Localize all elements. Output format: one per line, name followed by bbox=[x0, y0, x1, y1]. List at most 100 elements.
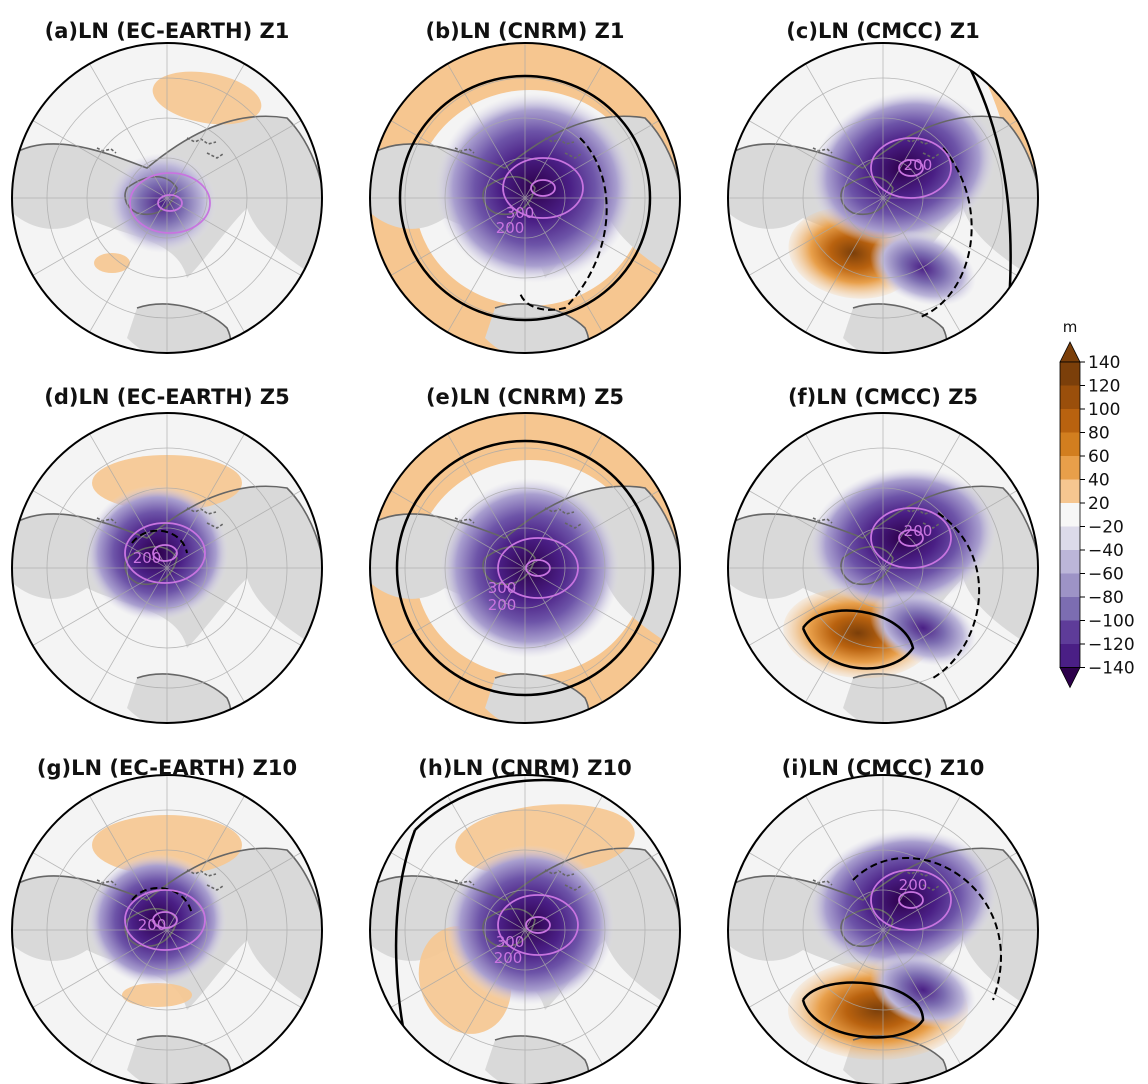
colorbar-tick-label: 80 bbox=[1088, 424, 1110, 444]
negative-anomaly bbox=[85, 485, 229, 621]
map-border bbox=[727, 412, 1039, 724]
panel-title: (h)LN (CNRM) Z10 bbox=[418, 756, 631, 780]
contour-line bbox=[870, 137, 952, 199]
colorbar-segment bbox=[1060, 597, 1080, 621]
coastline bbox=[852, 1035, 948, 1084]
coastline bbox=[728, 115, 1038, 279]
negative-contour bbox=[917, 147, 973, 319]
contour-line bbox=[124, 889, 206, 951]
meridian bbox=[32, 120, 302, 276]
map-panel-a bbox=[11, 42, 323, 354]
coastline bbox=[494, 1035, 590, 1084]
coastline bbox=[852, 303, 948, 353]
colorbar-tick-label: 40 bbox=[1088, 471, 1110, 491]
contour-line bbox=[530, 179, 556, 197]
colorbar-segment bbox=[1060, 503, 1080, 527]
map-panel-i: 200 bbox=[727, 774, 1039, 1084]
graticule bbox=[12, 775, 322, 1084]
colorbar-tick-label: −80 bbox=[1088, 588, 1124, 608]
positive-contour bbox=[398, 74, 652, 322]
colorbar-segment bbox=[1060, 362, 1080, 386]
colorbar-tick-label: −40 bbox=[1088, 541, 1124, 561]
contour-label: 200 bbox=[133, 549, 162, 567]
graticule bbox=[12, 413, 322, 723]
coastline bbox=[124, 545, 178, 585]
contour-line bbox=[129, 172, 211, 234]
negative-contour bbox=[852, 857, 1002, 1001]
positive-contour bbox=[801, 609, 915, 670]
panel-title: (f)LN (CMCC) Z5 bbox=[788, 385, 978, 409]
coastline bbox=[482, 545, 536, 585]
coastline bbox=[12, 485, 322, 649]
graticule bbox=[728, 775, 1038, 1084]
panel-title: (g)LN (EC-EARTH) Z10 bbox=[37, 756, 297, 780]
contour-line bbox=[870, 507, 952, 569]
panel-title: (d)LN (EC-EARTH) Z5 bbox=[44, 385, 290, 409]
negative-contour bbox=[932, 512, 981, 679]
coastline bbox=[370, 115, 680, 279]
contour-line bbox=[898, 159, 924, 177]
meridian bbox=[748, 852, 1018, 1008]
colorbar-tick-label: 100 bbox=[1088, 400, 1120, 420]
contour-line bbox=[152, 911, 178, 929]
coastline bbox=[124, 907, 178, 947]
coastline bbox=[494, 303, 590, 353]
contour-line bbox=[898, 891, 924, 909]
panel-title: (e)LN (CNRM) Z5 bbox=[426, 385, 624, 409]
panel-title: (a)LN (EC-EARTH) Z1 bbox=[45, 19, 290, 43]
colorbar: 140 120 100 80 60 40 20 −20 −40 −60 −80 −100 −120 −14… bbox=[1059, 318, 1135, 689]
meridian bbox=[32, 852, 302, 1008]
map-border bbox=[727, 774, 1039, 1084]
colorbar-segment bbox=[1060, 456, 1080, 480]
coastline bbox=[482, 175, 536, 215]
map-border bbox=[11, 412, 323, 724]
negative-anomaly bbox=[107, 153, 217, 253]
colorbar-tick-label: −100 bbox=[1088, 612, 1135, 632]
panel-title: (b)LN (CNRM) Z1 bbox=[426, 19, 625, 43]
negative-contour bbox=[519, 137, 608, 311]
contour-label: 200 bbox=[138, 916, 167, 934]
positive-anomaly bbox=[152, 71, 262, 125]
panel-title: (c)LN (CMCC) Z1 bbox=[786, 19, 979, 43]
colorbar-unit: m bbox=[1063, 318, 1078, 336]
coastline bbox=[494, 673, 590, 723]
colorbar-tick-label: −20 bbox=[1088, 518, 1124, 538]
map-border bbox=[11, 774, 323, 1084]
colorbar-tick-label: −60 bbox=[1088, 565, 1124, 585]
contour-line bbox=[870, 869, 952, 931]
contour-line bbox=[157, 194, 183, 212]
meridian bbox=[748, 120, 1018, 276]
meridian bbox=[32, 490, 302, 646]
map-panel-d: 200 bbox=[11, 412, 323, 724]
contour-line bbox=[525, 559, 551, 577]
europe-africa-land bbox=[127, 1036, 231, 1084]
coastline bbox=[136, 303, 232, 353]
map-border bbox=[369, 42, 681, 354]
coastline bbox=[12, 115, 322, 279]
coastline bbox=[136, 1035, 232, 1084]
colorbar-extend-min bbox=[1059, 667, 1081, 689]
negative-anomaly bbox=[808, 467, 998, 609]
negative-anomaly bbox=[445, 845, 615, 1005]
contour-line bbox=[497, 537, 579, 599]
colorbar-tick-label: −140 bbox=[1088, 659, 1135, 679]
colorbar-segment bbox=[1060, 479, 1080, 503]
contour-line bbox=[124, 522, 206, 584]
coastline bbox=[12, 847, 322, 1011]
contour-line bbox=[152, 544, 178, 562]
negative-anomaly bbox=[808, 829, 998, 971]
coastlines bbox=[12, 485, 322, 723]
graticule bbox=[728, 43, 1038, 353]
map-panel-c: 200 bbox=[727, 42, 1039, 354]
colorbar-tick-label: 140 bbox=[1088, 353, 1120, 373]
coastline bbox=[370, 847, 680, 1011]
positive-contour bbox=[801, 981, 925, 1039]
coastline bbox=[482, 907, 536, 947]
contour-label: 200 bbox=[904, 156, 933, 174]
coastline bbox=[728, 847, 1038, 1011]
contour-line bbox=[502, 157, 584, 219]
colorbar-segment bbox=[1060, 573, 1080, 597]
coastline bbox=[852, 673, 948, 723]
